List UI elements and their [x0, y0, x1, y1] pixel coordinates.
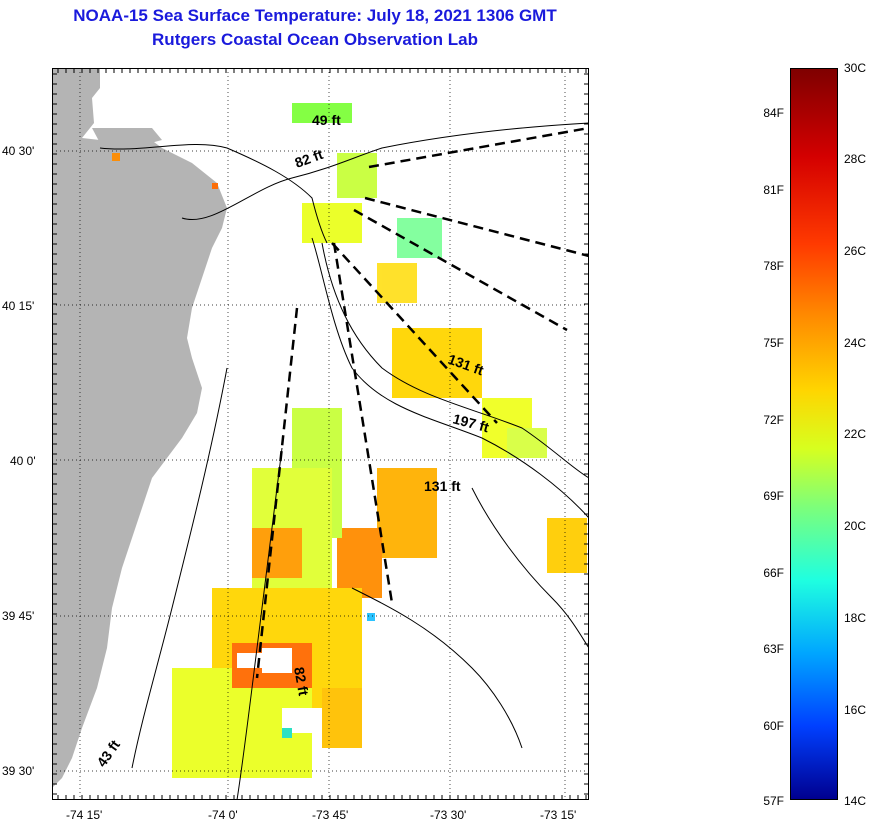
- x-tick-label: -73 15': [540, 808, 577, 822]
- colorbar-c-label: 22C: [844, 427, 867, 441]
- colorbar-f-label: 69F: [763, 489, 784, 503]
- depth-label-82-south: 82 ft: [291, 666, 312, 697]
- colorbar-f-label: 60F: [763, 719, 784, 733]
- map-subtitle: Rutgers Coastal Ocean Observation Lab: [152, 30, 478, 49]
- map-title: NOAA-15 Sea Surface Temperature: July 18…: [73, 6, 557, 25]
- colorbar-c-label: 14C: [844, 794, 867, 808]
- colorbar-c-label: 28C: [844, 152, 867, 166]
- y-tick-label: 40 0': [10, 454, 36, 468]
- depth-label-131-south: 131 ft: [424, 478, 461, 494]
- colorbar-f-label: 63F: [763, 642, 784, 656]
- colorbar-f-label: 66F: [763, 566, 784, 580]
- land-mass: [52, 68, 227, 788]
- temperature-colorbar: [790, 68, 838, 800]
- x-tick-label: -74 0': [208, 808, 238, 822]
- frame-ticks: [52, 68, 589, 800]
- sst-map: 49 ft 82 ft 131 ft 197 ft 131 ft 82 ft 4…: [52, 68, 589, 800]
- y-tick-label: 39 30': [2, 764, 35, 778]
- x-tick-label: -73 45': [312, 808, 349, 822]
- colorbar-c-label: 20C: [844, 519, 867, 533]
- sst-patches: [112, 103, 587, 778]
- x-tick-label: -74 15': [66, 808, 103, 822]
- colorbar-f-label: 81F: [763, 183, 784, 197]
- land-patch: [92, 128, 162, 148]
- transect-lines: [255, 126, 589, 679]
- colorbar-c-label: 16C: [844, 703, 867, 717]
- coastline-contours: [99, 122, 589, 800]
- colorbar-f-label: 75F: [763, 336, 784, 350]
- grid-lines: [52, 68, 589, 800]
- colorbar-c-label: 24C: [844, 336, 867, 350]
- colorbar-f-label: 57F: [763, 794, 784, 808]
- x-tick-label: -73 30': [430, 808, 467, 822]
- colorbar-c-label: 30C: [844, 61, 867, 75]
- depth-label-49: 49 ft: [312, 112, 341, 128]
- colorbar-c-label: 26C: [844, 244, 867, 258]
- y-tick-label: 40 30': [2, 144, 35, 158]
- colorbar-c-label: 18C: [844, 611, 867, 625]
- colorbar-f-label: 84F: [763, 106, 784, 120]
- colorbar-f-label: 78F: [763, 259, 784, 273]
- y-tick-label: 39 45': [2, 609, 35, 623]
- y-tick-label: 40 15': [2, 299, 35, 313]
- colorbar-f-label: 72F: [763, 413, 784, 427]
